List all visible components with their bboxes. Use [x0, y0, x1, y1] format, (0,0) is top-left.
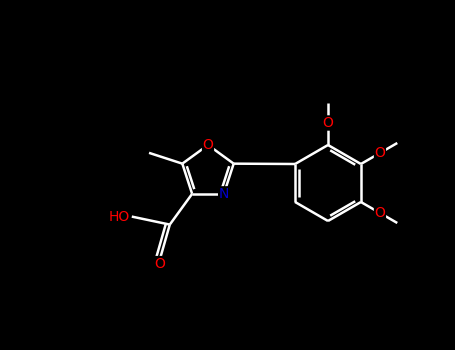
Text: O: O: [374, 206, 385, 220]
Text: O: O: [154, 257, 165, 271]
Text: O: O: [202, 138, 213, 152]
Text: N: N: [219, 187, 229, 201]
Text: O: O: [374, 146, 385, 160]
Text: HO: HO: [109, 210, 130, 224]
Text: O: O: [323, 116, 334, 130]
